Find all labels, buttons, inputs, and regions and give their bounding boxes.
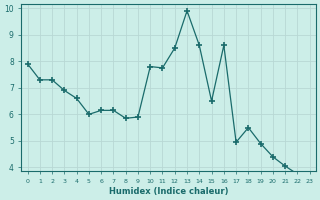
X-axis label: Humidex (Indice chaleur): Humidex (Indice chaleur) bbox=[109, 187, 228, 196]
